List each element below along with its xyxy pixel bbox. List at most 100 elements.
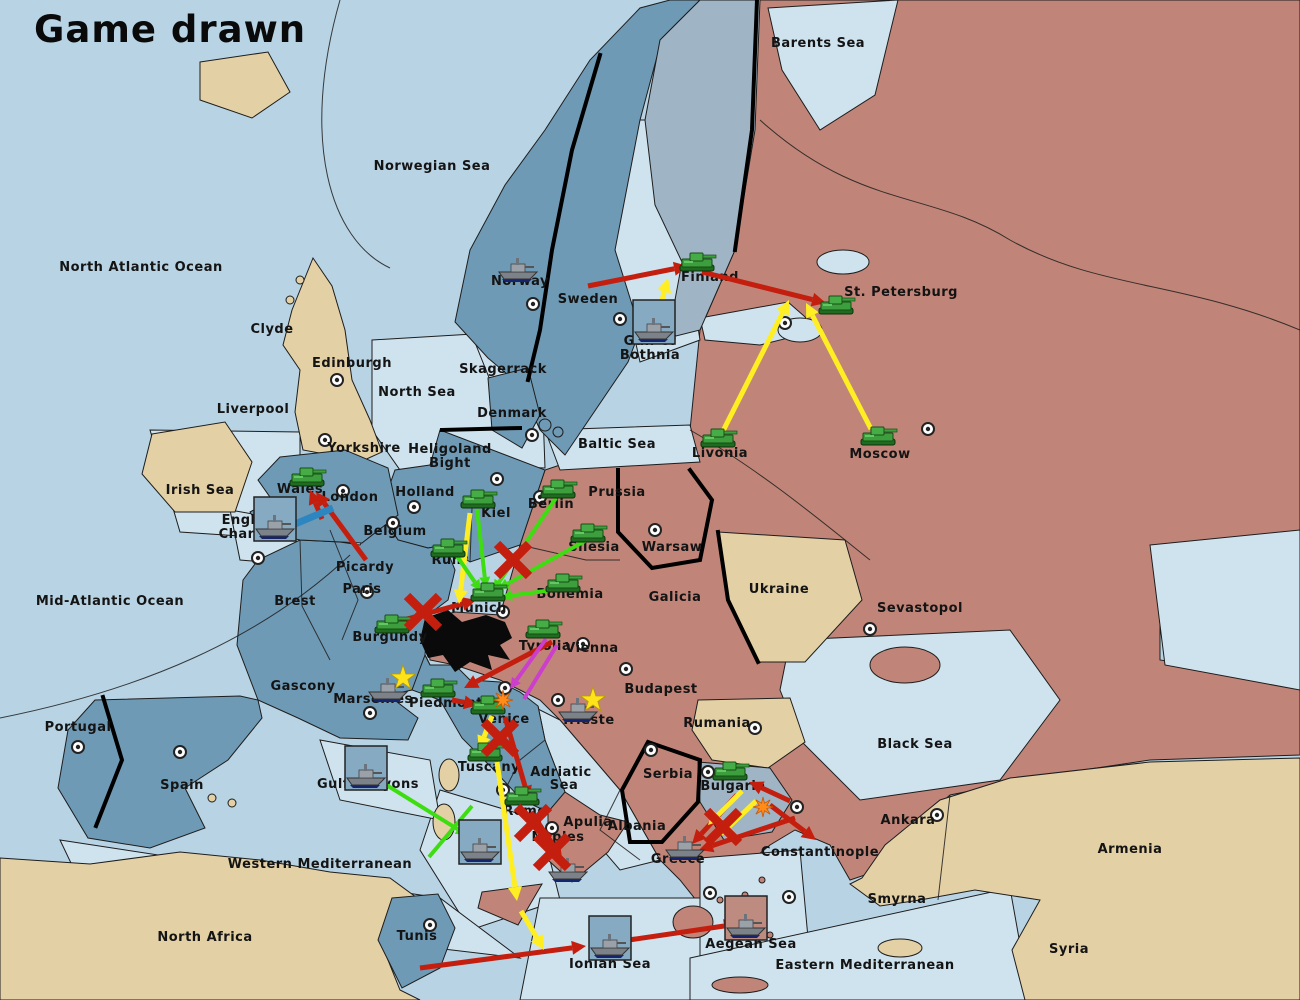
failed-move-x-mark (703, 807, 743, 847)
label-north-africa: North Africa (157, 930, 252, 945)
label-holland: Holland (395, 485, 455, 500)
supply-center-dot (526, 297, 540, 311)
supply-center-dot (790, 800, 804, 814)
rome-army[interactable] (504, 786, 542, 806)
label-denmark: Denmark (477, 406, 547, 421)
label-galicia: Galicia (649, 590, 702, 605)
label-burgundy: Burgundy (352, 630, 427, 645)
failed-move-x-mark (513, 803, 553, 843)
label-ukraine: Ukraine (749, 582, 809, 597)
wales-army[interactable] (289, 467, 327, 487)
conflict-burst-marker (492, 689, 514, 711)
yellow-order-arrow (806, 303, 874, 431)
supply-center-dot (251, 551, 265, 565)
failed-move-x-mark (493, 540, 533, 580)
label-livonia: Livonia (692, 446, 748, 461)
label-liverpool: Liverpool (217, 402, 290, 417)
failed-move-x-mark (403, 592, 443, 632)
label-mid-atlantic-ocean: Mid-Atlantic Ocean (36, 594, 184, 609)
finland-army[interactable] (679, 252, 717, 272)
gulf-of-bothnia-fleet[interactable] (632, 299, 676, 345)
conflict-burst-marker (752, 796, 774, 818)
green-order-arrow (475, 508, 491, 588)
st-petersburg-army[interactable] (818, 295, 856, 315)
game-status-title: Game drawn (34, 8, 307, 51)
greece-fleet[interactable] (665, 836, 706, 860)
label-belgium: Belgium (363, 524, 426, 539)
ionian-sea-fleet[interactable] (588, 915, 632, 961)
region-switzerland-impassable (420, 610, 512, 672)
label-albania: Albania (608, 819, 667, 834)
label-warsaw: Warsaw (642, 540, 703, 555)
supply-center-dot (71, 740, 85, 754)
supply-center-dot (173, 745, 187, 759)
regions-neutral-tan (0, 51, 1300, 1000)
label-bulgaria: Bulgaria (700, 779, 765, 794)
star-marker (389, 663, 417, 690)
bulgaria-army[interactable] (712, 761, 750, 781)
supply-center-dot (360, 585, 374, 599)
label-kiel: Kiel (481, 506, 511, 521)
label-ankara: Ankara (881, 813, 936, 828)
supply-center-dot (613, 312, 627, 326)
label-north-atlantic-ocean: North Atlantic Ocean (59, 260, 222, 275)
tyrolia-army[interactable] (525, 619, 563, 639)
label-budapest: Budapest (624, 682, 697, 697)
label-heligoland: Heligoland (408, 442, 492, 457)
label-sweden: Sweden (558, 292, 619, 307)
munich-army[interactable] (470, 582, 508, 602)
marseilles-fleet[interactable] (368, 678, 409, 702)
english-channel-fleet[interactable] (253, 496, 297, 542)
label-western-mediterranean: Western Mediterranean (228, 857, 412, 872)
label-portugal: Portugal (45, 720, 112, 735)
moscow-army[interactable] (860, 426, 898, 446)
supply-center-dot (648, 523, 662, 537)
yellow-order-arrow (518, 909, 544, 950)
label-tuscany: Tuscany (458, 760, 520, 775)
piedmont-army[interactable] (420, 678, 458, 698)
red-order-arrow (419, 940, 586, 971)
gulf-of-lyons-fleet[interactable] (344, 745, 388, 791)
trieste-fleet[interactable] (558, 698, 599, 722)
supply-center-dot (748, 721, 762, 735)
red-order-arrow (316, 492, 369, 562)
yellow-order-arrow (720, 300, 789, 433)
label-moscow: Moscow (849, 447, 910, 462)
supply-center-dot (782, 890, 796, 904)
norway-fleet[interactable] (498, 258, 539, 282)
supply-center-dot (336, 484, 350, 498)
supply-center-dot (423, 918, 437, 932)
supply-center-dot (644, 743, 658, 757)
supply-center-dot (330, 373, 344, 387)
purple-order-arrow (510, 637, 548, 689)
ruhr-army[interactable] (430, 538, 468, 558)
supply-center-dot (498, 681, 512, 695)
supply-center-dot (551, 693, 565, 707)
silesia-army[interactable] (570, 523, 608, 543)
berlin-army[interactable] (540, 479, 578, 499)
label-paris: Paris (342, 582, 381, 597)
supply-center-dot (363, 706, 377, 720)
label-north-sea: North Sea (378, 385, 456, 400)
supply-center-dot (921, 422, 935, 436)
label-bight: Bight (429, 456, 471, 471)
label-serbia: Serbia (643, 767, 693, 782)
livonia-army[interactable] (700, 428, 738, 448)
supply-center-dot (496, 605, 510, 619)
label-sea: Sea (550, 778, 578, 793)
supply-center-dot (863, 622, 877, 636)
supply-center-dot (576, 637, 590, 651)
label-norwegian-sea: Norwegian Sea (374, 159, 491, 174)
label-picardy: Picardy (336, 560, 394, 575)
tyrrhenian-sea-fleet[interactable] (458, 819, 502, 865)
aegean-sea-fleet[interactable] (724, 895, 768, 941)
supply-center-dot (318, 433, 332, 447)
kiel-army[interactable] (460, 489, 498, 509)
supply-center-dot (386, 516, 400, 530)
green-order-arrow (427, 804, 474, 859)
bohemia-army[interactable] (545, 573, 583, 593)
label-apulia: Apulia (563, 815, 612, 830)
label-barents-sea: Barents Sea (771, 36, 865, 51)
